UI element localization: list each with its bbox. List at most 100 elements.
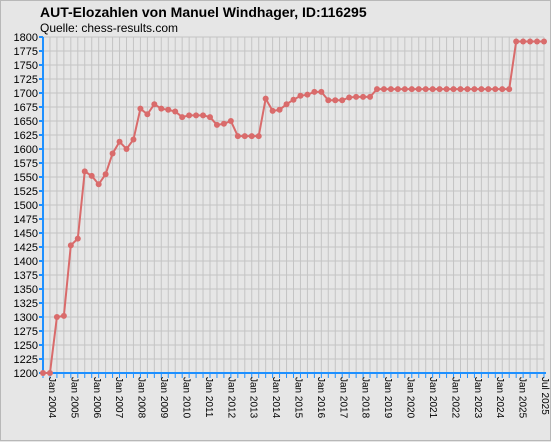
x-tick-label: Jan 2019 — [382, 377, 393, 419]
x-tick-label: Jan 2007 — [113, 377, 124, 419]
data-point — [179, 114, 186, 121]
data-point — [172, 108, 179, 115]
data-point — [380, 86, 387, 93]
data-point — [429, 86, 436, 93]
data-point — [283, 101, 290, 108]
y-tick-label: 1200 — [14, 368, 38, 380]
data-point — [443, 86, 450, 93]
data-point — [193, 112, 200, 119]
data-point — [207, 114, 213, 121]
data-point — [213, 121, 220, 128]
data-point — [290, 96, 297, 103]
data-point — [220, 120, 227, 127]
y-tick-label: 1500 — [14, 200, 38, 212]
data-point — [527, 38, 534, 45]
data-point — [353, 93, 360, 100]
data-point — [46, 370, 53, 376]
x-tick-label: Jan 2016 — [315, 377, 326, 419]
y-tick-label: 1475 — [14, 214, 38, 226]
y-tick-label: 1250 — [14, 340, 38, 352]
data-point — [401, 86, 408, 93]
data-point — [304, 91, 311, 98]
data-point — [422, 86, 429, 93]
y-tick-label: 1700 — [14, 88, 38, 100]
data-point — [60, 312, 67, 319]
data-point — [130, 136, 137, 143]
data-point — [387, 86, 394, 93]
data-point — [116, 138, 123, 145]
data-point — [478, 86, 485, 93]
data-point — [165, 106, 172, 113]
data-point — [186, 112, 193, 119]
data-point — [262, 95, 269, 102]
x-tick-label: Jan 2022 — [449, 377, 460, 419]
data-point — [360, 93, 367, 100]
x-tick-label: Jan 2004 — [46, 377, 57, 419]
data-point — [123, 146, 130, 152]
data-point — [67, 242, 74, 249]
data-point — [485, 86, 492, 93]
data-point — [255, 133, 262, 140]
y-tick-label: 1800 — [14, 32, 38, 44]
x-tick-label: Jan 2021 — [427, 377, 438, 419]
data-point — [374, 86, 380, 93]
y-tick-label: 1350 — [14, 284, 38, 296]
chart-title: AUT-Elozahlen von Manuel Windhager, ID:1… — [40, 4, 367, 20]
data-point — [506, 86, 513, 93]
x-tick-label: Jan 2020 — [405, 377, 416, 419]
x-tick-label: Jan 2012 — [225, 377, 236, 419]
y-tick-label: 1600 — [14, 144, 38, 156]
y-tick-label: 1225 — [14, 354, 38, 366]
x-tick-label: Jan 2013 — [248, 377, 259, 419]
y-tick-label: 1725 — [14, 74, 38, 86]
x-tick-label: Jan 2010 — [180, 377, 191, 419]
y-tick-label: 1400 — [14, 256, 38, 268]
data-point — [436, 86, 443, 93]
data-point — [200, 112, 207, 119]
y-tick-label: 1625 — [14, 130, 38, 142]
y-tick-label: 1575 — [14, 158, 38, 170]
data-point — [311, 88, 318, 95]
data-point — [276, 106, 283, 113]
data-point — [53, 314, 60, 320]
x-tick-label: Jan 2009 — [158, 377, 169, 419]
data-point — [492, 86, 499, 93]
x-tick-label: Jan 2025 — [517, 377, 528, 419]
data-point — [408, 86, 415, 93]
x-tick-label: Jan 2008 — [136, 377, 147, 419]
data-point — [158, 105, 165, 112]
data-point — [394, 86, 401, 93]
data-point — [40, 370, 46, 376]
data-point — [248, 133, 255, 140]
data-point — [137, 105, 144, 112]
data-point — [74, 235, 81, 242]
data-point — [109, 150, 116, 157]
x-tick-label: Jan 2014 — [270, 377, 281, 419]
data-point — [415, 86, 422, 93]
data-point — [367, 93, 374, 100]
data-point — [513, 38, 520, 45]
y-tick-label: 1650 — [14, 116, 38, 128]
data-point — [297, 92, 304, 99]
y-tick-label: 1775 — [14, 46, 38, 58]
y-tick-label: 1550 — [14, 172, 38, 184]
x-tick-label: Jan 2017 — [337, 377, 348, 419]
data-point — [102, 171, 109, 178]
data-point — [450, 86, 457, 93]
data-point — [144, 111, 151, 118]
data-point — [520, 38, 527, 45]
y-tick-label: 1425 — [14, 242, 38, 254]
data-point — [346, 94, 353, 101]
data-point — [325, 97, 332, 104]
x-tick-label: Jan 2018 — [360, 377, 371, 419]
x-tick-label: Jan 2011 — [203, 377, 214, 418]
data-point — [541, 38, 547, 45]
data-point — [332, 97, 339, 104]
data-point — [81, 168, 88, 175]
x-tick-label: Jan 2006 — [91, 377, 102, 419]
y-tick-label: 1275 — [14, 326, 38, 338]
x-tick-label: Jan 2005 — [68, 377, 79, 419]
x-tick-label: Jan 2024 — [494, 377, 505, 419]
x-tick-label: Jan 2023 — [472, 377, 483, 419]
